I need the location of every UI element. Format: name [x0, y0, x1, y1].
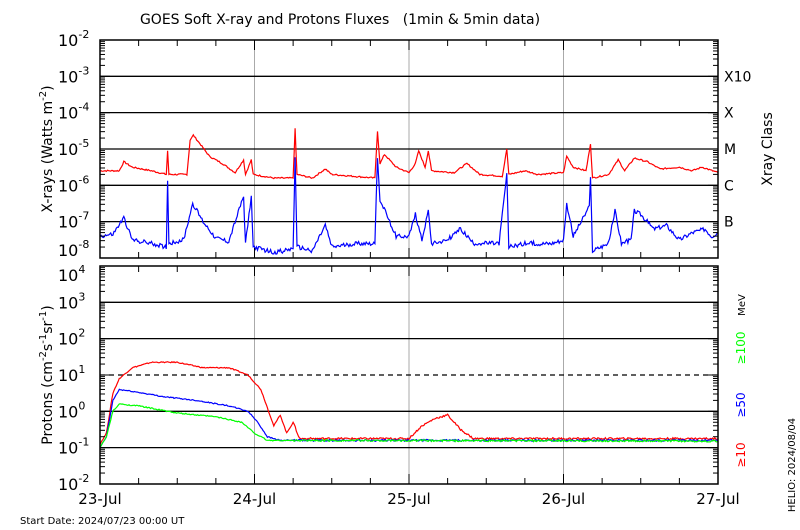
energy-unit-label: MeV — [737, 294, 748, 316]
proton-ylabel: Protons (cm-2s-1sr-1) — [38, 305, 56, 444]
xray-ylabel: X-rays (Watts m-2) — [38, 85, 56, 212]
legend-ge10: ≥10 — [734, 442, 748, 467]
x-tick-label: 27-Jul — [696, 490, 739, 508]
y-tick-label: 10-8 — [58, 238, 89, 260]
legend-ge50: ≥50 — [734, 392, 748, 417]
xray-class-c: C — [724, 178, 734, 194]
x-tick-label: 25-Jul — [387, 490, 430, 508]
y-tick-label: 10-1 — [58, 436, 89, 458]
series-line--10 — [99, 361, 719, 445]
series-line-x-ray-short-0-5-4-a- — [99, 157, 719, 255]
y-tick-label: 10-2 — [58, 472, 89, 494]
y-tick-label: 10-2 — [58, 28, 89, 50]
start-date: Start Date: 2024/07/23 00:00 UT — [20, 516, 185, 527]
y-tick-label: 100 — [58, 399, 85, 421]
y-tick-label: 10-3 — [58, 64, 89, 86]
helio-stamp: HELIO: 2024/08/04 — [787, 418, 798, 512]
y-tick-label: 101 — [58, 363, 85, 385]
xray-class-x10: X10 — [724, 69, 751, 85]
y-tick-label: 104 — [58, 263, 85, 285]
xray-class-label: Xray Class — [760, 112, 776, 186]
y-tick-label: 10-4 — [58, 101, 89, 123]
legend-ge100: ≥100 — [734, 332, 748, 365]
series-line--100 — [99, 403, 719, 448]
x-tick-label: 23-Jul — [78, 490, 121, 508]
chart-title: GOES Soft X-ray and Protons Fluxes (1min… — [140, 12, 540, 28]
series-line-x-ray-long-1-8-a- — [99, 128, 719, 180]
xray-class-x: X — [724, 106, 734, 122]
y-tick-label: 103 — [58, 290, 85, 312]
y-tick-label: 10-6 — [58, 173, 89, 195]
y-tick-label: 10-7 — [58, 210, 89, 232]
xray-class-b: B — [724, 215, 734, 231]
x-tick-label: 26-Jul — [542, 490, 585, 508]
y-tick-label: 10-5 — [58, 137, 89, 159]
x-tick-label: 24-Jul — [233, 490, 276, 508]
xray-class-m: M — [724, 142, 736, 158]
y-tick-label: 102 — [58, 327, 85, 349]
